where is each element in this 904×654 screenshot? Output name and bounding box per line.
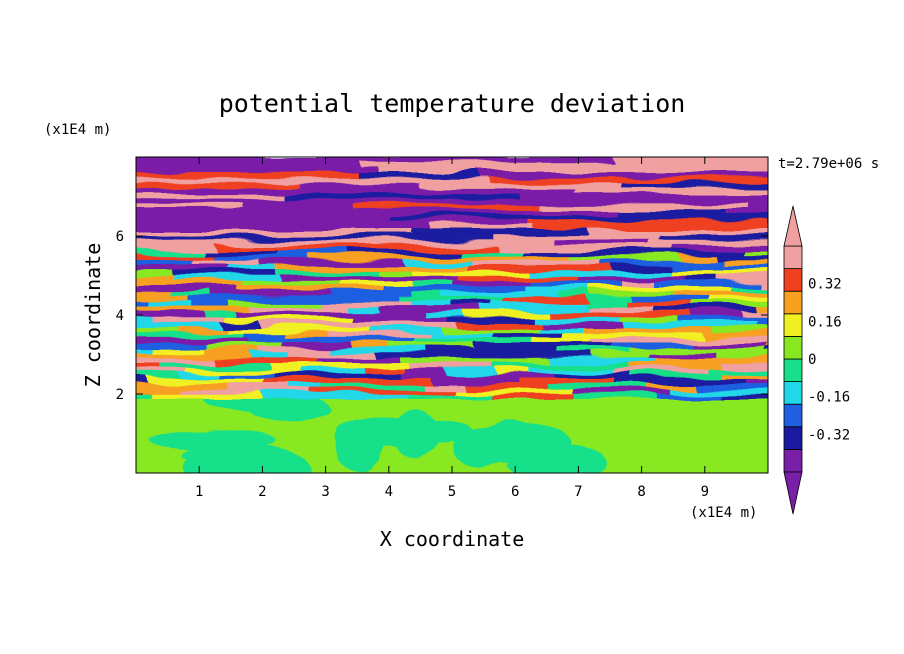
y-tick-label: 6 xyxy=(116,229,124,245)
x-tick-label: 9 xyxy=(701,484,709,500)
colorbar-swatch xyxy=(783,313,803,337)
colorbar-tick-label: 0.16 xyxy=(808,314,842,330)
colorbar-swatch xyxy=(783,426,803,450)
colorbar-tick-label: 0 xyxy=(808,352,816,368)
colorbar-tick-label: -0.32 xyxy=(808,427,850,443)
x-tick-label: 6 xyxy=(511,484,519,500)
colorbar-swatch xyxy=(783,448,803,473)
y-tick-label: 4 xyxy=(116,308,124,324)
colorbar-swatch xyxy=(783,335,803,360)
x-axis-label: X coordinate xyxy=(380,527,525,551)
x-axis: 1 2 3 4 5 6 7 8 9 xyxy=(195,157,709,500)
x-tick-label: 8 xyxy=(637,484,645,500)
colorbar-tick-label: -0.16 xyxy=(808,390,850,406)
x-unit-label: (x1E4 m) xyxy=(690,505,757,521)
colorbar-swatch xyxy=(783,403,803,428)
x-tick-label: 3 xyxy=(321,484,329,500)
colorbar-swatch xyxy=(783,245,803,270)
y-axis: 2 4 6 xyxy=(116,229,768,403)
colorbar-swatch xyxy=(783,381,803,405)
colorbar-under-arrow xyxy=(783,471,803,515)
x-tick-label: 2 xyxy=(258,484,266,500)
y-axis-label: Z coordinate xyxy=(81,243,105,388)
x-tick-label: 5 xyxy=(448,484,456,500)
x-tick-label: 7 xyxy=(574,484,582,500)
x-tick-label: 1 xyxy=(195,484,203,500)
y-unit-label: (x1E4 m) xyxy=(44,122,111,138)
colorbar-over-arrow xyxy=(783,205,803,247)
colorbar-swatch xyxy=(783,358,803,383)
time-label: t=2.79e+06 s xyxy=(778,156,879,172)
y-tick-label: 2 xyxy=(116,387,124,403)
colorbar-swatch xyxy=(783,268,803,292)
colorbar: 0.32 0.16 0 -0.16 -0.32 xyxy=(783,205,850,515)
colorbar-tick-label: 0.32 xyxy=(808,277,842,293)
chart-title: potential temperature deviation xyxy=(219,89,686,118)
colorbar-swatch xyxy=(783,290,803,315)
x-tick-label: 4 xyxy=(385,484,393,500)
contour-field xyxy=(136,157,768,473)
